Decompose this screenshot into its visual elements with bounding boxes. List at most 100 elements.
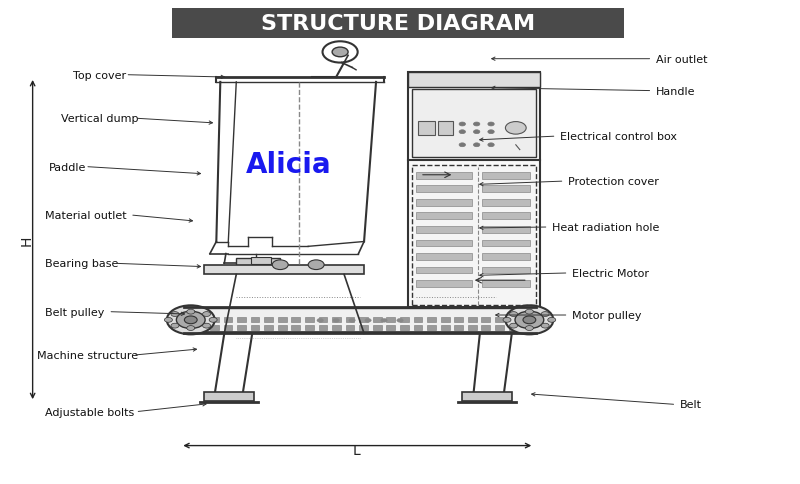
Bar (468, 318, 477, 323)
Text: Alicia: Alicia (246, 151, 331, 179)
Bar (236, 259, 280, 266)
Text: Protection cover: Protection cover (568, 177, 658, 187)
Bar (495, 318, 504, 323)
Bar (408, 73, 540, 88)
Bar (291, 325, 300, 330)
Bar (346, 325, 354, 330)
Bar (462, 393, 512, 401)
Circle shape (523, 317, 536, 324)
Circle shape (459, 123, 466, 127)
Text: STRUCTURE DIAGRAM: STRUCTURE DIAGRAM (262, 14, 535, 34)
Bar (414, 325, 422, 330)
Circle shape (165, 318, 172, 323)
Circle shape (474, 123, 480, 127)
Bar (400, 318, 409, 323)
Bar (332, 325, 341, 330)
Bar (427, 318, 436, 323)
Circle shape (209, 318, 217, 323)
Circle shape (506, 306, 554, 334)
Bar (400, 325, 409, 330)
Circle shape (510, 312, 518, 317)
Circle shape (332, 48, 348, 58)
Bar (416, 281, 472, 287)
Bar (482, 172, 530, 179)
Circle shape (171, 324, 179, 328)
Circle shape (365, 319, 371, 323)
Circle shape (474, 131, 480, 135)
Circle shape (526, 310, 534, 315)
Bar (250, 257, 270, 264)
Bar (318, 325, 327, 330)
Bar (495, 325, 504, 330)
Bar (454, 325, 463, 330)
Bar (291, 318, 300, 323)
Bar (373, 318, 382, 323)
Bar (427, 325, 436, 330)
Circle shape (317, 319, 323, 323)
Bar (482, 254, 530, 260)
Text: H: H (19, 235, 34, 245)
Circle shape (308, 260, 324, 270)
Bar (264, 318, 273, 323)
Circle shape (548, 318, 556, 323)
Bar (250, 325, 259, 330)
Text: Electric Motor: Electric Motor (572, 269, 649, 278)
Circle shape (171, 312, 179, 317)
Circle shape (272, 260, 288, 270)
Text: Air outlet: Air outlet (655, 55, 707, 64)
Bar (196, 318, 205, 323)
Bar (408, 73, 540, 319)
Bar (412, 166, 536, 306)
Bar (305, 318, 314, 323)
Text: Paddle: Paddle (49, 162, 86, 172)
Bar (454, 318, 463, 323)
Bar (414, 318, 422, 323)
Bar (482, 267, 530, 274)
Bar (482, 318, 490, 323)
Circle shape (202, 324, 210, 328)
Bar (386, 318, 395, 323)
Bar (412, 90, 536, 158)
Circle shape (488, 123, 494, 127)
Text: Adjustable bolts: Adjustable bolts (45, 407, 134, 417)
Bar (318, 318, 327, 323)
Bar (416, 186, 472, 193)
Text: Handle: Handle (655, 87, 695, 96)
Circle shape (167, 306, 214, 334)
Circle shape (349, 319, 355, 323)
Bar (482, 325, 490, 330)
Bar (416, 172, 472, 179)
Circle shape (541, 324, 549, 328)
Bar (373, 325, 382, 330)
Text: Belt: Belt (679, 400, 702, 409)
Text: Machine structure: Machine structure (37, 350, 138, 361)
Bar (441, 318, 450, 323)
Bar (196, 325, 205, 330)
Circle shape (397, 319, 403, 323)
Bar (250, 318, 259, 323)
Circle shape (474, 144, 480, 148)
Circle shape (506, 122, 526, 135)
Bar (482, 281, 530, 287)
Circle shape (541, 312, 549, 317)
Bar (359, 325, 368, 330)
Bar (210, 318, 218, 323)
Text: Motor pulley: Motor pulley (572, 310, 642, 320)
Circle shape (515, 312, 544, 329)
Text: L: L (353, 443, 361, 457)
Bar (278, 325, 286, 330)
Bar (386, 325, 395, 330)
Circle shape (186, 310, 194, 315)
Bar (416, 267, 472, 274)
Bar (416, 254, 472, 260)
Bar (482, 186, 530, 193)
Circle shape (503, 318, 511, 323)
Bar (223, 325, 232, 330)
Bar (278, 318, 286, 323)
Text: Electrical control box: Electrical control box (560, 132, 677, 142)
Bar (418, 121, 435, 136)
Bar (416, 240, 472, 247)
Circle shape (202, 312, 210, 317)
Bar (482, 199, 530, 206)
FancyBboxPatch shape (172, 9, 624, 39)
